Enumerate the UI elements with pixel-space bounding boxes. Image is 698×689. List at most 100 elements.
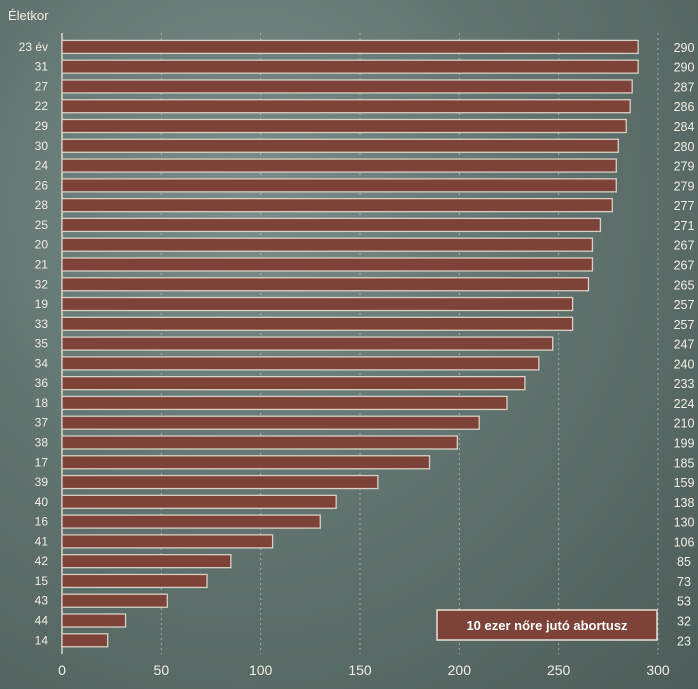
value-label: 210 [674, 417, 695, 431]
category-label: 24 [35, 159, 49, 173]
bars [61, 39, 639, 648]
x-tick-label: 100 [249, 662, 273, 678]
category-label: 17 [35, 455, 49, 469]
category-label: 23 év [19, 40, 48, 54]
bar [61, 178, 617, 193]
value-label: 286 [674, 100, 695, 114]
legend-box [436, 609, 658, 641]
category-label: 20 [35, 238, 49, 252]
bar [61, 197, 613, 213]
value-label: 279 [674, 160, 695, 174]
value-label: 287 [674, 80, 695, 94]
bar [61, 99, 631, 114]
bar [61, 554, 232, 569]
value-label: 247 [674, 338, 695, 352]
value-label: 138 [674, 496, 695, 510]
category-label: 42 [35, 554, 49, 568]
value-label: 23 [677, 634, 691, 648]
category-label: 26 [35, 178, 49, 192]
x-tick-label: 300 [646, 662, 670, 678]
bar [61, 336, 554, 351]
bar [61, 237, 594, 252]
value-label: 185 [674, 456, 695, 470]
value-label: 224 [674, 397, 695, 411]
bar [61, 633, 109, 648]
category-label: 14 [35, 633, 49, 647]
bar [61, 59, 639, 74]
bar [61, 613, 127, 628]
value-label: 106 [674, 535, 695, 549]
bar [61, 296, 574, 312]
category-label: 18 [35, 396, 49, 410]
value-label: 53 [677, 595, 691, 609]
legend-text: 10 ezer nőre jutó abortusz [466, 618, 628, 633]
value-label: 280 [674, 140, 695, 154]
bar [61, 158, 617, 173]
bar [61, 79, 633, 94]
value-label: 290 [674, 41, 695, 55]
x-tick-label: 50 [154, 662, 170, 678]
x-tick-label: 150 [348, 662, 372, 678]
bar [61, 375, 526, 391]
y-axis-title: Életkor [8, 8, 49, 23]
value-label: 265 [674, 278, 695, 292]
value-label: 290 [674, 61, 695, 75]
bar [61, 573, 208, 589]
bar [61, 514, 321, 529]
value-label: 130 [674, 516, 695, 530]
category-label: 44 [35, 614, 49, 628]
category-label: 21 [35, 257, 49, 271]
value-label: 277 [674, 199, 695, 213]
bar [61, 474, 379, 490]
category-labels: 23 év 31 27 22 29 30 24 26 28 25 20 21 32 19 33 35 34 36 1… [19, 40, 49, 647]
category-label: 22 [35, 99, 49, 113]
bar [61, 356, 540, 371]
category-label: 37 [35, 416, 49, 430]
value-label: 257 [674, 298, 695, 312]
bar [61, 415, 480, 430]
category-label: 29 [35, 119, 49, 133]
value-label: 267 [674, 239, 695, 253]
category-label: 27 [35, 79, 49, 93]
value-label: 159 [674, 476, 695, 490]
bar [61, 217, 602, 233]
category-label: 41 [35, 534, 49, 548]
bar [61, 435, 458, 450]
bar [61, 118, 627, 134]
category-label: 33 [35, 317, 49, 331]
value-label: 267 [674, 258, 695, 272]
value-label: 240 [674, 357, 695, 371]
value-label: 279 [674, 179, 695, 193]
bar [61, 494, 337, 509]
category-label: 15 [35, 574, 49, 588]
category-label: 39 [35, 475, 49, 489]
category-label: 16 [35, 515, 49, 529]
value-label: 233 [674, 377, 695, 391]
category-label: 43 [35, 594, 49, 608]
x-tick-label: 0 [58, 662, 66, 678]
value-label: 73 [677, 575, 691, 589]
value-label: 32 [677, 615, 691, 629]
bar [61, 257, 594, 272]
category-label: 35 [35, 337, 49, 351]
value-label: 271 [674, 219, 695, 233]
legend: 10 ezer nőre jutó abortusz [436, 609, 658, 641]
category-label: 19 [35, 297, 49, 311]
bar [61, 395, 508, 411]
value-label: 85 [677, 555, 691, 569]
x-tick-label: 250 [547, 662, 571, 678]
bar [61, 316, 574, 331]
category-label: 31 [35, 60, 49, 74]
bar [61, 455, 431, 470]
category-label: 28 [35, 198, 49, 212]
value-labels: 290 290 287 286 284 280 279 279 277 271 267 267 265 2… [674, 41, 695, 648]
value-label: 284 [674, 120, 695, 134]
category-label: 25 [35, 218, 49, 232]
bar [61, 534, 274, 549]
bar [61, 593, 168, 608]
bar [61, 277, 590, 292]
category-label: 40 [35, 495, 49, 509]
category-label: 34 [35, 356, 49, 370]
category-label: 38 [35, 435, 49, 449]
